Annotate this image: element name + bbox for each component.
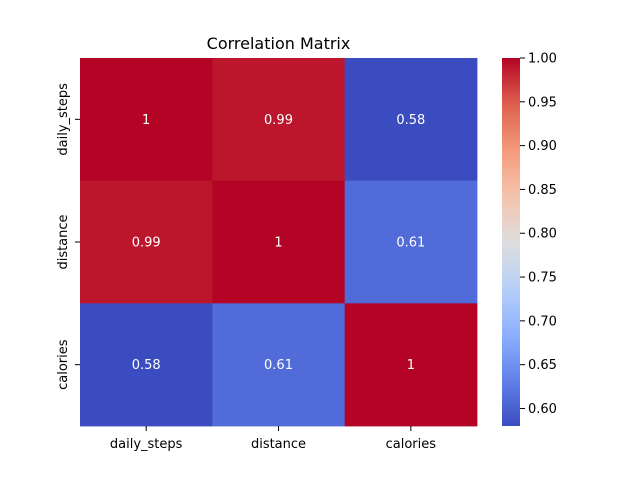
heatmap-annotation-0-1: 0.99 <box>264 113 293 128</box>
colorbar-tick-label-2: 0.70 <box>528 314 557 329</box>
heatmap-cell-2-0 <box>80 303 213 427</box>
heatmap-cell-2-2 <box>344 303 478 427</box>
heatmap-annotation-1-0: 0.99 <box>132 236 161 251</box>
heatmap-cells <box>80 58 478 427</box>
colorbar-tick-label-3: 0.75 <box>528 271 557 286</box>
heatmap-annotation-2-1: 0.61 <box>264 358 293 373</box>
y-tick-label-0: daily_steps <box>56 83 71 156</box>
x-tick-label-2: calories <box>386 437 437 452</box>
heatmap-annotation-1-1: 1 <box>274 236 282 251</box>
colorbar: 0.60 0.65 0.70 0.75 0.80 0.85 0.90 0.95 1.00 <box>502 52 557 426</box>
heatmap-annotation-1-2: 0.61 <box>396 236 425 251</box>
heatmap-cell-0-0 <box>80 58 213 182</box>
heatmap-annotation-0-2: 0.58 <box>396 113 425 128</box>
x-axis: daily_steps distance calories <box>110 426 436 452</box>
colorbar-tick-label-0: 0.60 <box>528 402 557 417</box>
colorbar-ticks: 0.60 0.65 0.70 0.75 0.80 0.85 0.90 0.95 1.00 <box>520 52 557 417</box>
heatmap-annotations: 1 0.99 0.58 0.99 1 0.61 0.58 0.61 1 <box>132 113 426 373</box>
x-tick-label-1: distance <box>251 437 306 452</box>
y-tick-label-2: calories <box>56 339 71 390</box>
colorbar-tick-label-1: 0.65 <box>528 358 557 373</box>
colorbar-tick-label-4: 0.80 <box>528 227 557 242</box>
y-tick-label-1: distance <box>56 214 71 269</box>
heatmap-cell-1-0 <box>80 180 213 304</box>
heatmap-cell-1-1 <box>212 180 346 304</box>
heatmap-cell-0-1 <box>212 58 346 182</box>
chart-title: Correlation Matrix <box>207 34 351 53</box>
colorbar-tick-label-7: 0.95 <box>528 95 557 110</box>
heatmap-annotation-2-0: 0.58 <box>132 358 161 373</box>
heatmap-cell-2-1 <box>212 303 346 427</box>
y-axis: daily_steps distance calories <box>56 83 80 390</box>
heatmap-cell-0-2 <box>344 58 478 182</box>
colorbar-gradient-bar <box>502 58 520 426</box>
heatmap-cell-1-2 <box>344 180 478 304</box>
x-tick-label-0: daily_steps <box>110 437 183 452</box>
colorbar-tick-label-8: 1.00 <box>528 52 557 67</box>
colorbar-tick-label-5: 0.85 <box>528 183 557 198</box>
colorbar-tick-label-6: 0.90 <box>528 139 557 154</box>
heatmap-annotation-2-2: 1 <box>407 358 415 373</box>
heatmap-annotation-0-0: 1 <box>142 113 150 128</box>
